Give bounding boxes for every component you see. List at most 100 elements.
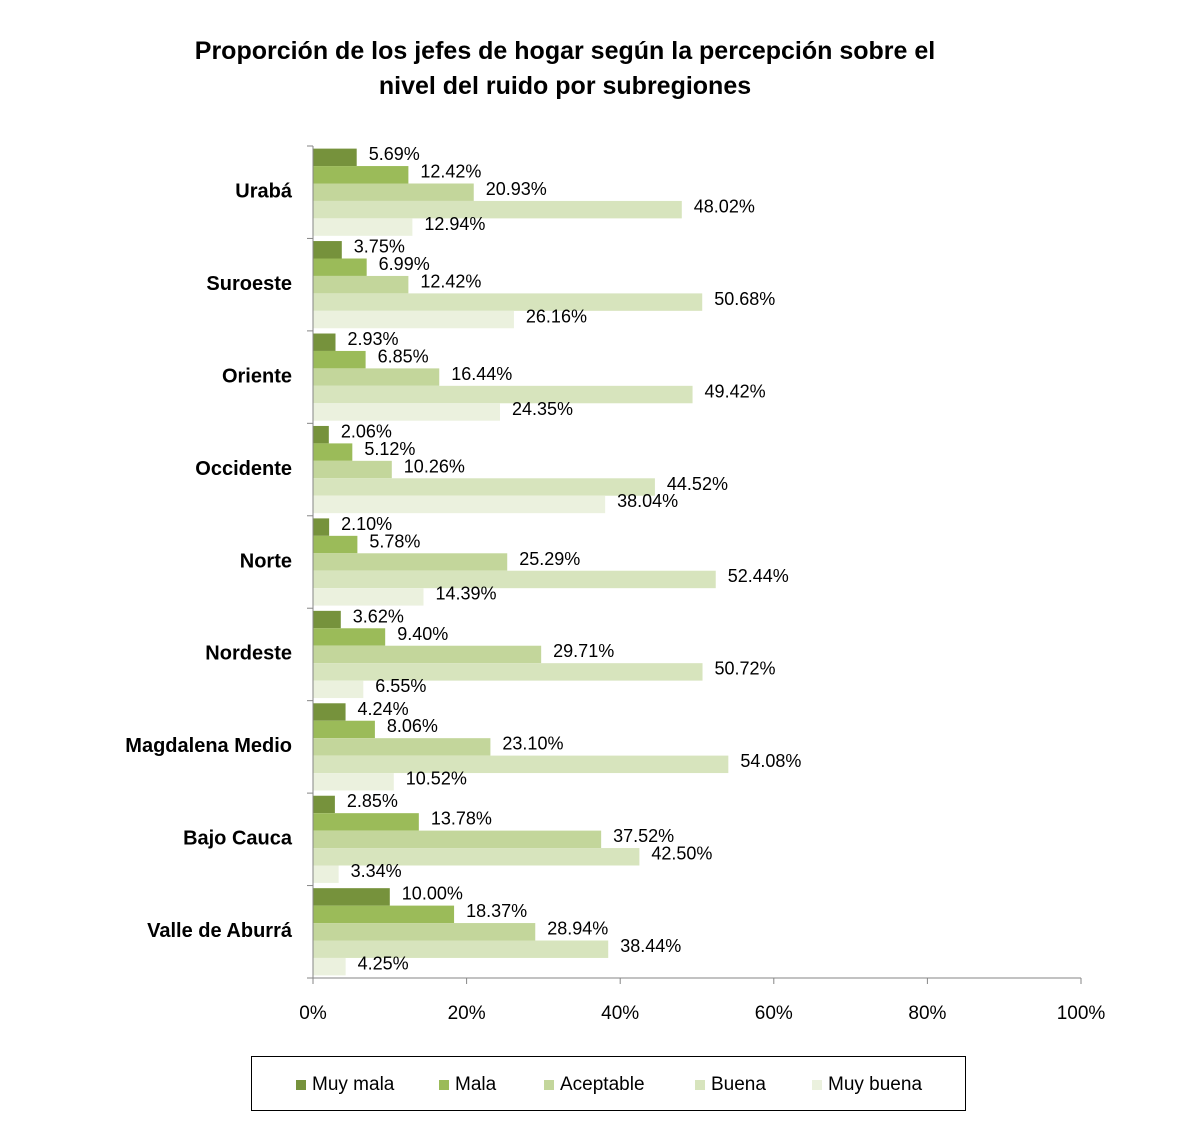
x-tick-label-100: 100% xyxy=(1057,1003,1106,1024)
bar-bajo-cauca-muy-buena xyxy=(313,865,339,883)
data-label-uraba-aceptable: 20.93% xyxy=(486,179,547,199)
data-label-nordeste-muy-mala: 3.62% xyxy=(353,606,404,626)
legend-item-aceptable: Aceptable xyxy=(544,1074,645,1095)
data-label-bajo-cauca-buena: 42.50% xyxy=(651,844,712,864)
bar-norte-buena xyxy=(313,570,716,589)
legend-swatch-mala xyxy=(439,1080,449,1090)
data-label-nordeste-aceptable: 29.71% xyxy=(553,641,614,661)
x-tick-label-80: 80% xyxy=(908,1003,946,1024)
bar-bajo-cauca-mala xyxy=(313,813,419,831)
bar-occidente-muy-mala xyxy=(313,425,329,444)
legend-label-muy-buena: Muy buena xyxy=(828,1074,923,1095)
data-label-occidente-aceptable: 10.26% xyxy=(404,456,465,476)
bar-magdalena-medio-mala xyxy=(313,720,375,739)
bar-chart: Urabá Suroeste Oriente Occidente Norte Nordes… xyxy=(125,144,1106,1024)
data-label-uraba-buena: 48.02% xyxy=(694,196,755,216)
bar-nordeste-aceptable xyxy=(313,645,542,664)
bar-suroeste-muy-buena xyxy=(313,310,514,329)
bar-magdalena-medio-aceptable xyxy=(313,738,491,756)
data-label-bajo-cauca-muy-buena: 3.34% xyxy=(351,861,402,881)
bar-valle-de-aburra-aceptable xyxy=(313,923,536,941)
data-label-uraba-muy-mala: 5.69% xyxy=(369,144,420,164)
data-label-norte-aceptable: 25.29% xyxy=(519,549,580,569)
legend-label-mala: Mala xyxy=(455,1074,497,1095)
legend-item-mala: Mala xyxy=(439,1074,497,1095)
data-label-oriente-mala: 6.85% xyxy=(378,346,429,366)
data-label-suroeste-buena: 50.68% xyxy=(714,289,775,309)
category-label-oriente: Oriente xyxy=(222,365,292,387)
legend: Muy mala Mala Aceptable Buena Muy buena xyxy=(251,1056,966,1111)
data-labels-layer: 5.69%12.42%20.93%48.02%12.94%3.75%6.99%1… xyxy=(341,144,802,973)
bar-valle-de-aburra-muy-mala xyxy=(313,888,390,906)
data-label-norte-buena: 52.44% xyxy=(728,566,789,586)
legend-swatch-muy-mala xyxy=(296,1080,306,1090)
x-tick-label-20: 20% xyxy=(448,1003,486,1024)
legend-item-muy-buena: Muy buena xyxy=(812,1074,923,1095)
bar-oriente-aceptable xyxy=(313,368,440,386)
data-label-oriente-muy-buena: 24.35% xyxy=(512,399,573,419)
category-label-magdalena-medio: Magdalena Medio xyxy=(125,735,292,757)
legend-swatch-buena xyxy=(695,1080,705,1090)
bar-suroeste-buena xyxy=(313,293,703,311)
bar-nordeste-mala xyxy=(313,628,386,646)
bar-norte-muy-mala xyxy=(313,518,330,536)
legend-label-buena: Buena xyxy=(711,1074,766,1095)
bar-suroeste-muy-mala xyxy=(313,241,342,259)
bar-magdalena-medio-muy-buena xyxy=(313,773,394,791)
bar-bajo-cauca-muy-mala xyxy=(313,795,335,814)
bar-valle-de-aburra-buena xyxy=(313,940,609,958)
category-label-nordeste: Nordeste xyxy=(205,643,292,665)
category-label-bajo-cauca: Bajo Cauca xyxy=(183,828,293,850)
bar-uraba-muy-buena xyxy=(313,218,413,236)
legend-item-buena: Buena xyxy=(695,1074,766,1095)
bar-oriente-muy-buena xyxy=(313,403,501,421)
bar-norte-muy-buena xyxy=(313,588,424,606)
bar-uraba-buena xyxy=(313,200,682,219)
data-label-occidente-muy-mala: 2.06% xyxy=(341,421,392,441)
data-label-norte-muy-buena: 14.39% xyxy=(436,584,497,604)
category-label-occidente: Occidente xyxy=(195,458,292,480)
data-label-magdalena-medio-buena: 54.08% xyxy=(740,751,801,771)
bar-valle-de-aburra-mala xyxy=(313,905,455,924)
data-label-magdalena-medio-aceptable: 23.10% xyxy=(502,734,563,754)
data-label-nordeste-buena: 50.72% xyxy=(715,659,776,679)
data-label-occidente-mala: 5.12% xyxy=(364,439,415,459)
data-label-suroeste-aceptable: 12.42% xyxy=(420,271,481,291)
bar-uraba-muy-mala xyxy=(313,148,357,167)
data-label-nordeste-mala: 9.40% xyxy=(397,624,448,644)
category-label-norte: Norte xyxy=(240,550,292,572)
bar-uraba-mala xyxy=(313,166,409,184)
bar-occidente-aceptable xyxy=(313,460,392,479)
data-label-suroeste-mala: 6.99% xyxy=(379,254,430,274)
bar-oriente-buena xyxy=(313,385,693,404)
bar-bajo-cauca-buena xyxy=(313,848,640,866)
bar-oriente-mala xyxy=(313,350,366,369)
data-label-occidente-buena: 44.52% xyxy=(667,474,728,494)
x-tick-label-40: 40% xyxy=(601,1003,639,1024)
bar-oriente-muy-mala xyxy=(313,333,336,351)
data-label-uraba-muy-buena: 12.94% xyxy=(424,214,485,234)
data-label-norte-mala: 5.78% xyxy=(369,531,420,551)
bar-occidente-muy-buena xyxy=(313,495,606,514)
data-label-valle-de-aburra-buena: 38.44% xyxy=(620,936,681,956)
data-label-valle-de-aburra-mala: 18.37% xyxy=(466,901,527,921)
legend-label-aceptable: Aceptable xyxy=(560,1074,645,1095)
category-label-suroeste: Suroeste xyxy=(206,273,292,295)
x-tick-label-60: 60% xyxy=(755,1003,793,1024)
bar-norte-mala xyxy=(313,535,358,554)
chart-title-line-2: nivel del ruido por subregiones xyxy=(378,72,752,100)
bar-norte-aceptable xyxy=(313,553,508,571)
data-label-bajo-cauca-muy-mala: 2.85% xyxy=(347,791,398,811)
data-label-magdalena-medio-muy-mala: 4.24% xyxy=(358,699,409,719)
data-label-magdalena-medio-muy-buena: 10.52% xyxy=(406,769,467,789)
bar-bajo-cauca-aceptable xyxy=(313,830,602,849)
bar-occidente-mala xyxy=(313,443,353,461)
bar-nordeste-muy-buena xyxy=(313,680,364,699)
data-label-oriente-muy-mala: 2.93% xyxy=(348,329,399,349)
bar-magdalena-medio-muy-mala xyxy=(313,703,346,721)
data-label-bajo-cauca-aceptable: 37.52% xyxy=(613,826,674,846)
data-label-valle-de-aburra-aceptable: 28.94% xyxy=(547,919,608,939)
data-label-valle-de-aburra-muy-mala: 10.00% xyxy=(402,884,463,904)
axes-layer: Urabá Suroeste Oriente Occidente Norte Nordes… xyxy=(125,145,1106,1024)
data-label-nordeste-muy-buena: 6.55% xyxy=(375,676,426,696)
